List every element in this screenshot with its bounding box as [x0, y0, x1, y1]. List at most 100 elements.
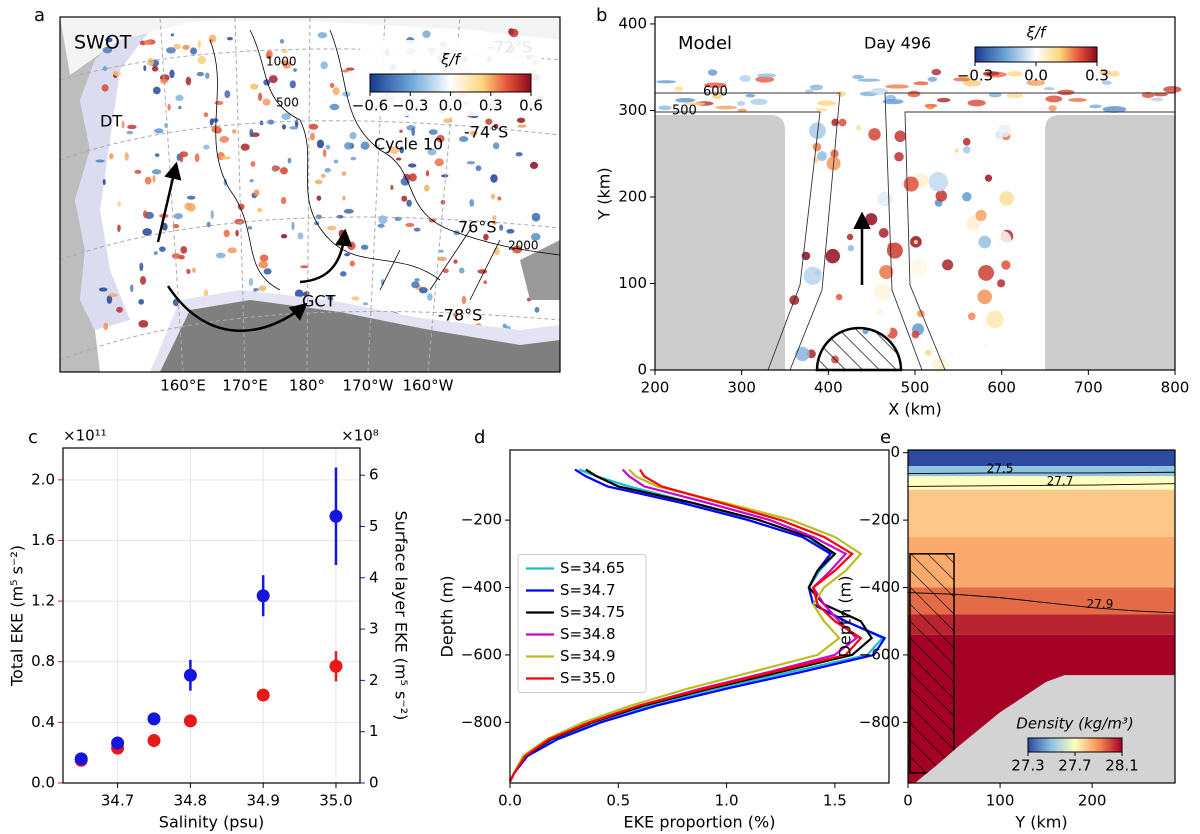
- vorticity-texture: [855, 125, 862, 131]
- y-tick-label: 300: [618, 101, 647, 119]
- eddy-texture: [517, 124, 527, 128]
- eddy-texture: [443, 118, 453, 124]
- vorticity-texture: [658, 105, 672, 111]
- vorticity-texture: [894, 152, 904, 162]
- y-tick-label: 200: [618, 187, 647, 205]
- legend-label: S=35.0: [560, 669, 616, 687]
- eddy-texture: [333, 159, 339, 164]
- eddy-texture: [186, 202, 196, 212]
- colorbar-tick-label: −0.6: [352, 97, 388, 115]
- eddy-texture: [483, 233, 489, 241]
- eddy-texture: [171, 253, 181, 259]
- vorticity-texture: [894, 130, 907, 143]
- source-region: [909, 553, 955, 774]
- eddy-texture: [205, 72, 210, 79]
- eddy-texture: [411, 281, 420, 289]
- vorticity-texture: [1043, 87, 1055, 91]
- eddy-texture: [441, 174, 449, 178]
- vorticity-texture: [825, 248, 841, 264]
- colorbar-label: ξ/f: [1026, 24, 1048, 42]
- y-tick-label: 1.2: [31, 592, 55, 610]
- source-region: [815, 326, 903, 372]
- map-title: SWOT: [74, 32, 132, 54]
- eddy-texture: [226, 36, 233, 41]
- eddy-texture: [466, 161, 476, 165]
- x-tick-label: 34.9: [246, 792, 279, 810]
- eddy-texture: [280, 233, 288, 239]
- y2-tick-label: 5: [369, 517, 379, 535]
- legend-box: [517, 554, 647, 693]
- vorticity-texture: [737, 101, 746, 107]
- y2-tick-label: 1: [369, 722, 379, 740]
- eddy-texture: [492, 142, 500, 150]
- eddy-texture: [203, 112, 209, 118]
- eddy-texture: [342, 195, 346, 201]
- eddy-texture: [315, 214, 322, 220]
- eddy-texture: [493, 123, 499, 129]
- vorticity-texture: [978, 264, 995, 281]
- eddy-texture: [143, 210, 148, 218]
- eddy-texture: [438, 249, 444, 253]
- eddy-texture: [166, 47, 176, 54]
- eddy-texture: [297, 232, 304, 240]
- x-axis-label: EKE proportion (%): [624, 813, 776, 832]
- x-tick-label: 100: [986, 792, 1015, 810]
- eddy-texture: [280, 196, 287, 205]
- eddy-texture: [389, 146, 400, 154]
- vorticity-texture: [926, 104, 935, 110]
- ice: [75, 17, 160, 330]
- eddy-texture: [139, 262, 144, 272]
- eddy-texture: [422, 30, 431, 39]
- y2-axis-label: Surface layer EKE (m⁵ s⁻²): [392, 511, 411, 721]
- vorticity-texture: [954, 148, 960, 153]
- colorbar: [369, 73, 532, 93]
- eddy-texture: [408, 173, 417, 182]
- lon-label: 180°: [289, 377, 325, 395]
- vorticity-texture: [852, 74, 865, 80]
- eddy-texture: [320, 173, 326, 178]
- eddy-texture: [390, 184, 394, 191]
- eddy-texture: [340, 271, 347, 277]
- y-tick-label: −200: [859, 511, 900, 529]
- colorbar-tick-label: 0.3: [1085, 67, 1109, 85]
- vorticity-texture: [712, 93, 723, 100]
- vorticity-texture: [962, 137, 971, 146]
- eddy-texture: [272, 165, 281, 171]
- y-tick-label: 0.8: [31, 652, 55, 670]
- lon-label: 160°E: [160, 377, 206, 395]
- vorticity-texture: [816, 151, 827, 162]
- vorticity-texture: [812, 142, 822, 152]
- colorbar: [1027, 737, 1123, 753]
- vorticity-texture: [857, 78, 881, 82]
- eddy-texture: [192, 267, 196, 274]
- eddy-texture: [139, 275, 147, 285]
- contour: [907, 483, 1176, 487]
- eddy-texture: [194, 153, 200, 163]
- vorticity-texture: [988, 92, 1002, 98]
- eddy-texture: [405, 222, 415, 228]
- vorticity-texture: [846, 233, 854, 241]
- vorticity-texture: [795, 346, 810, 362]
- y2-tick-label: 6: [369, 466, 379, 484]
- vorticity-texture: [1110, 70, 1120, 77]
- map-overlay: [60, 17, 560, 372]
- panel-letter: c: [28, 427, 38, 448]
- eddy-texture: [256, 207, 263, 213]
- point: [183, 714, 197, 728]
- y-tick-label: −800: [859, 713, 900, 731]
- isobath: [379, 229, 501, 301]
- contour-label: 27.5: [987, 461, 1014, 475]
- eddy-texture: [206, 221, 211, 228]
- eddy-texture: [127, 124, 137, 130]
- y-tick-label: −600: [461, 645, 502, 663]
- x-tick-label: 34.8: [174, 792, 207, 810]
- plot-frame: [654, 16, 1176, 371]
- flow-arrow: [166, 285, 308, 332]
- eddy-texture: [235, 229, 239, 237]
- vorticity-texture: [847, 244, 855, 252]
- eddy-texture: [219, 136, 230, 143]
- x-tick-label: 35.0: [319, 792, 352, 810]
- point: [111, 736, 125, 750]
- eddy-texture: [151, 169, 162, 175]
- vorticity-texture: [1026, 79, 1046, 86]
